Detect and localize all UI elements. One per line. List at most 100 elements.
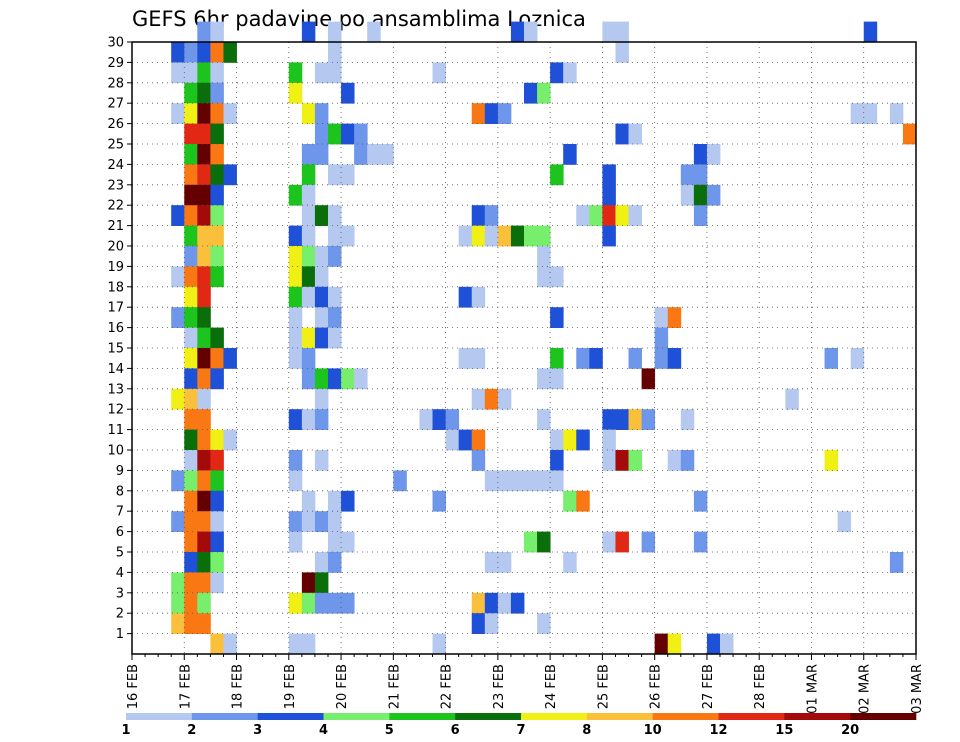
heatmap-cell [184, 286, 198, 308]
heatmap-cell [210, 225, 224, 247]
y-tick-label: 18 [107, 280, 124, 295]
y-tick-label: 13 [107, 382, 124, 397]
heatmap-cell [497, 552, 512, 573]
x-tick-label: 24 FEB [544, 664, 559, 709]
colorbar-swatch [850, 713, 917, 720]
heatmap-cell [576, 348, 590, 369]
heatmap-cell [184, 429, 198, 451]
heatmap-cell [223, 633, 237, 655]
heatmap-cell [314, 123, 329, 145]
heatmap-cell [223, 429, 237, 451]
heatmap-cell [458, 286, 473, 308]
colorbar-swatch [784, 713, 851, 720]
heatmap-cell [341, 164, 355, 186]
y-tick-label: 8 [116, 484, 124, 499]
heatmap-cell [301, 368, 316, 390]
heatmap-cell [197, 490, 211, 512]
colorbar-label: 20 [841, 723, 859, 738]
heatmap-cell [288, 409, 303, 430]
y-tick-label: 21 [107, 219, 124, 234]
heatmap-cell [615, 531, 629, 553]
heatmap-cell [197, 144, 211, 165]
y-tick-label: 20 [107, 240, 124, 255]
heatmap-cell [314, 572, 329, 594]
colorbar-swatch [191, 713, 258, 720]
x-tick-label: 25 FEB [596, 664, 611, 709]
heatmap-cell [171, 470, 185, 492]
y-tick-label: 22 [107, 199, 124, 214]
heatmap-cell [288, 348, 303, 369]
heatmap-cell [615, 450, 629, 471]
heatmap-cell [197, 266, 211, 288]
colorbar-label: 7 [516, 723, 525, 738]
heatmap-cell [484, 592, 499, 614]
heatmap-cell [184, 144, 198, 165]
y-axis-ticks: 1234567891011121314151617181920212223242… [107, 36, 132, 642]
heatmap-cell [210, 531, 224, 553]
heatmap-cell [210, 552, 224, 573]
heatmap-cell [667, 450, 682, 471]
heatmap-cell [693, 205, 708, 226]
heatmap-cell [537, 409, 551, 430]
heatmap-cell [197, 368, 211, 390]
heatmap-cell [328, 592, 342, 614]
heatmap-cell [328, 327, 342, 349]
heatmap-cell [484, 470, 499, 492]
heatmap-cell [354, 123, 368, 145]
heatmap-cell [223, 42, 237, 63]
heatmap-cell [171, 266, 185, 288]
heatmap-cell [693, 531, 708, 553]
heatmap-cell [550, 450, 564, 471]
y-tick-label: 7 [116, 505, 124, 520]
colorbar-swatch [455, 713, 522, 720]
heatmap-cell [641, 368, 656, 390]
heatmap-cell [197, 450, 211, 471]
heatmap-cell [863, 21, 878, 43]
heatmap-cell [288, 327, 303, 349]
y-tick-label: 5 [116, 546, 124, 561]
heatmap-cell [850, 348, 865, 369]
x-tick-label: 20 FEB [335, 664, 350, 709]
heatmap-cell [589, 348, 603, 369]
heatmap-cell [184, 42, 198, 63]
y-tick-label: 9 [116, 464, 124, 479]
heatmap-cell [654, 307, 669, 328]
colorbar-label: 1 [121, 723, 130, 738]
heatmap-cell [328, 205, 342, 226]
heatmap-cell [184, 368, 198, 390]
heatmap-cell [615, 21, 629, 43]
heatmap-cell [301, 286, 316, 308]
y-tick-label: 12 [107, 403, 124, 418]
heatmap-cell [301, 348, 316, 369]
heatmap-cell [628, 409, 642, 430]
colorbar-swatch [652, 713, 719, 720]
heatmap-cell [341, 225, 355, 247]
heatmap-cell [210, 429, 224, 451]
heatmap-cell [210, 42, 224, 63]
heatmap-cell [288, 82, 303, 104]
heatmap-cell [497, 103, 512, 124]
heatmap-cell [524, 225, 538, 247]
heatmap-cell [576, 205, 590, 226]
heatmap-cell [197, 307, 211, 328]
heatmap-cell [354, 144, 368, 165]
heatmap-cell [301, 246, 316, 267]
y-tick-label: 29 [107, 56, 124, 71]
heatmap-cell [341, 490, 355, 512]
heatmap-cell [458, 429, 473, 451]
heatmap-cell [301, 592, 316, 614]
heatmap-cell [497, 592, 512, 614]
heatmap-cell [328, 164, 342, 186]
heatmap-cell [510, 470, 525, 492]
heatmap-cell [706, 184, 721, 206]
heatmap-cell [184, 531, 198, 553]
y-tick-label: 11 [107, 423, 124, 438]
heatmap-cell [602, 205, 616, 226]
heatmap-cell [563, 62, 577, 84]
heatmap-cell [654, 633, 669, 655]
heatmap-cell [184, 511, 198, 532]
heatmap-cell [314, 388, 329, 410]
heatmap-cell [197, 409, 211, 430]
heatmap-cell [288, 225, 303, 247]
